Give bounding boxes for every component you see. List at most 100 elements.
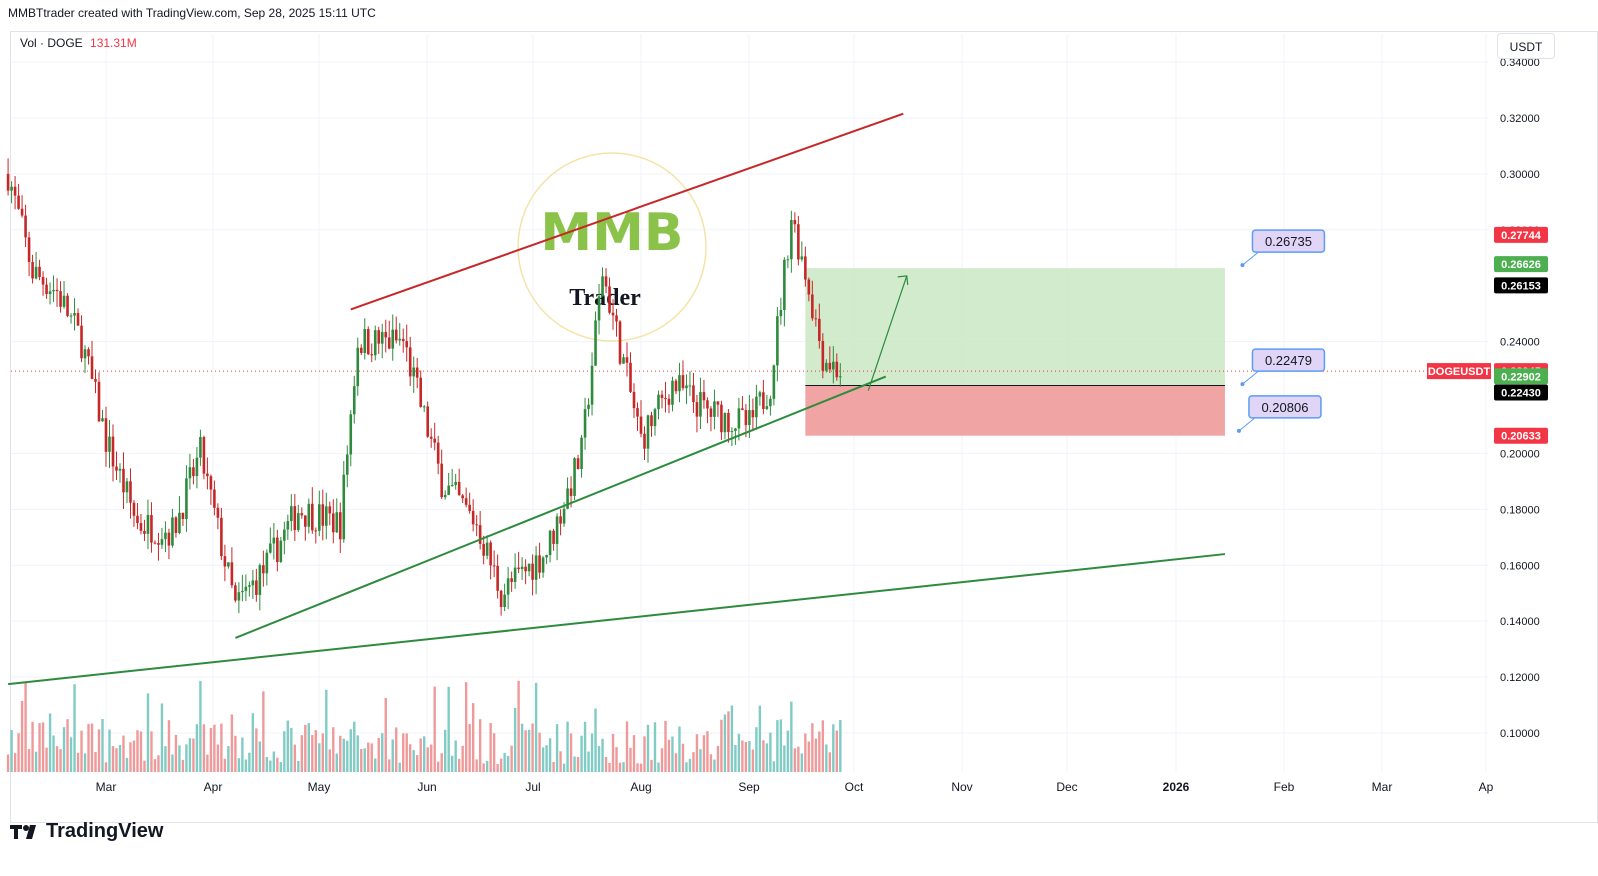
candle-body[interactable] (62, 295, 66, 307)
currency-button[interactable]: USDT (1497, 33, 1555, 59)
candle-body[interactable] (66, 295, 69, 316)
candle-body[interactable] (454, 481, 457, 485)
candle-body[interactable] (160, 539, 164, 545)
candle-body[interactable] (241, 590, 244, 593)
candle-body[interactable] (276, 537, 279, 563)
candle-body[interactable] (174, 517, 178, 533)
candle-body[interactable] (660, 394, 664, 399)
candle-body[interactable] (485, 542, 489, 556)
candle-body[interactable] (290, 506, 293, 522)
support-trendline[interactable] (7, 553, 1226, 686)
candle-body[interactable] (384, 332, 388, 338)
candle-body[interactable] (457, 481, 461, 496)
candle-body[interactable] (611, 312, 615, 316)
candle-body[interactable] (209, 476, 213, 490)
candle-body[interactable] (608, 286, 611, 313)
candle-body[interactable] (391, 329, 395, 349)
candle-body[interactable] (38, 266, 41, 277)
candle-body[interactable] (727, 412, 730, 432)
candle-body[interactable] (492, 565, 496, 567)
candle-body[interactable] (27, 237, 31, 262)
candle-body[interactable] (748, 410, 751, 426)
candle-body[interactable] (265, 552, 269, 574)
candle-body[interactable] (139, 523, 143, 531)
candle-body[interactable] (433, 438, 436, 443)
candle-body[interactable] (31, 261, 34, 279)
candle-body[interactable] (559, 516, 562, 524)
candle-body[interactable] (835, 361, 839, 378)
candle-body[interactable] (370, 354, 374, 356)
candle-body[interactable] (786, 259, 790, 261)
candle-body[interactable] (447, 485, 450, 495)
candle-body[interactable] (48, 291, 52, 295)
candle-body[interactable] (20, 208, 24, 216)
candle-body[interactable] (636, 408, 639, 417)
candle-body[interactable] (300, 513, 304, 516)
candle-body[interactable] (706, 400, 709, 409)
candle-body[interactable] (450, 484, 454, 486)
candle-body[interactable] (716, 401, 720, 405)
candle-body[interactable] (146, 514, 150, 534)
candle-body[interactable] (338, 512, 342, 540)
candle-body[interactable] (464, 498, 468, 505)
candle-body[interactable] (192, 467, 195, 477)
candle-body[interactable] (335, 512, 339, 533)
candle-body[interactable] (548, 530, 552, 555)
candle-body[interactable] (422, 406, 426, 408)
candle-body[interactable] (678, 375, 681, 392)
candle-body[interactable] (167, 532, 171, 546)
candle-body[interactable] (699, 392, 702, 417)
candle-body[interactable] (674, 380, 678, 392)
candle-body[interactable] (104, 418, 108, 452)
candle-body[interactable] (478, 525, 482, 544)
candle-body[interactable] (419, 377, 423, 407)
candle-body[interactable] (772, 365, 776, 399)
candle-body[interactable] (13, 186, 17, 196)
candle-body[interactable] (702, 392, 706, 401)
candle-body[interactable] (412, 367, 416, 377)
candle-body[interactable] (562, 508, 566, 524)
candle-body[interactable] (769, 398, 772, 407)
candle-body[interactable] (216, 507, 220, 518)
candle-body[interactable] (178, 512, 181, 533)
candle-body[interactable] (408, 347, 412, 377)
candle-body[interactable] (342, 474, 346, 540)
annotation-box[interactable] (1248, 395, 1322, 419)
candle-body[interactable] (227, 562, 230, 567)
candle-body[interactable] (594, 320, 597, 366)
candle-body[interactable] (709, 408, 713, 417)
candle-body[interactable] (111, 436, 115, 467)
candle-body[interactable] (517, 567, 520, 570)
candle-body[interactable] (17, 195, 20, 209)
candle-body[interactable] (821, 340, 825, 371)
candle-body[interactable] (590, 365, 594, 405)
candle-body[interactable] (541, 557, 545, 573)
candle-body[interactable] (199, 437, 202, 458)
candle-body[interactable] (97, 381, 101, 422)
candle-body[interactable] (601, 276, 604, 297)
candle-body[interactable] (258, 565, 262, 595)
candle-body[interactable] (24, 215, 27, 238)
loss-zone[interactable] (805, 385, 1225, 436)
candle-body[interactable] (776, 316, 779, 366)
candle-body[interactable] (713, 401, 716, 417)
candle-body[interactable] (832, 361, 835, 370)
candle-body[interactable] (793, 219, 797, 225)
candle-body[interactable] (461, 495, 464, 499)
candle-body[interactable] (811, 294, 814, 319)
candle-body[interactable] (695, 402, 699, 417)
candle-body[interactable] (150, 514, 153, 543)
candle-body[interactable] (527, 563, 531, 572)
candle-body[interactable] (566, 488, 569, 509)
candle-body[interactable] (569, 488, 573, 496)
candle-body[interactable] (188, 467, 192, 479)
candle-body[interactable] (10, 186, 13, 191)
candle-body[interactable] (76, 313, 80, 326)
candle-body[interactable] (587, 404, 590, 410)
candle-body[interactable] (307, 503, 311, 527)
resistance-trendline[interactable] (350, 112, 904, 311)
candle-body[interactable] (629, 362, 632, 392)
candle-body[interactable] (426, 406, 429, 437)
candle-body[interactable] (311, 503, 314, 531)
